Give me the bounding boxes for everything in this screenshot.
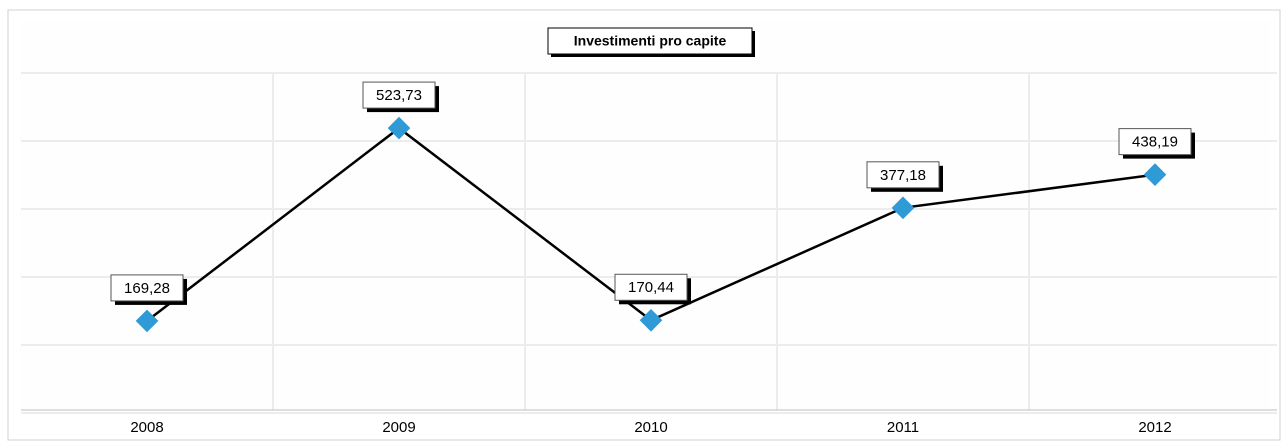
data-label: 523,73 [376, 87, 422, 104]
data-label: 438,19 [1132, 134, 1178, 151]
data-label: 170,44 [628, 279, 674, 296]
data-label: 169,28 [124, 280, 170, 297]
x-tick-label: 2009 [382, 419, 415, 436]
x-tick-label: 2011 [887, 419, 919, 436]
data-label: 377,18 [880, 167, 926, 184]
title-box [547, 27, 753, 55]
data-label-box [110, 274, 184, 302]
data-label-box [1118, 128, 1192, 156]
chart-title: Investimenti pro capite [574, 33, 727, 49]
x-tick-label: 2010 [634, 419, 667, 436]
x-tick-label: 2012 [1138, 419, 1171, 436]
marker [639, 308, 663, 332]
x-tick-label: 2008 [130, 419, 163, 436]
data-label-box [866, 161, 940, 189]
data-label-box [362, 81, 436, 109]
data-label-box [614, 273, 688, 301]
plot-area [20, 20, 1270, 410]
